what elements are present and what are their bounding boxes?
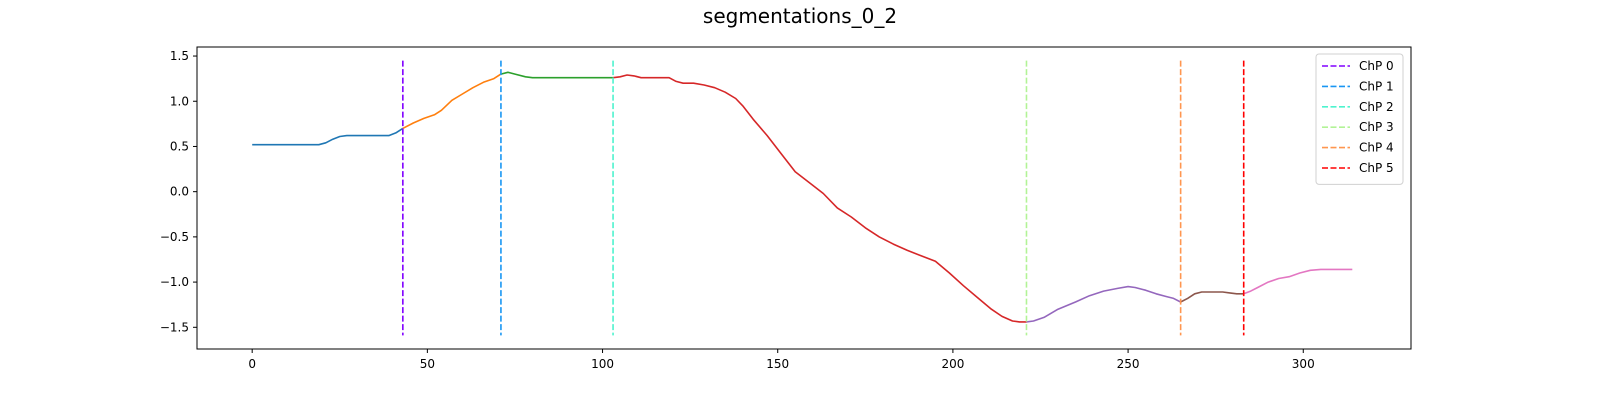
legend-label: ChP 3	[1359, 120, 1394, 134]
y-tick-label: −1.0	[160, 275, 189, 289]
series-line-segment-3	[612, 74, 1027, 323]
plot-frame	[196, 46, 1412, 350]
x-tick-label: 200	[941, 357, 964, 371]
legend-label: ChP 5	[1359, 161, 1394, 175]
series-line-segment-6	[1243, 268, 1353, 295]
series-line-segment-0	[252, 127, 404, 146]
x-tick-label: 50	[420, 357, 435, 371]
legend: ChP 0 ChP 1 ChP 2 ChP 3 ChP 4 ChP 5	[1315, 53, 1404, 185]
x-tick-label: 150	[766, 357, 789, 371]
series-line-segment-1	[402, 73, 502, 130]
x-axis: 0 50 100 150 200 250 300	[248, 349, 1315, 371]
x-tick-label: 250	[1117, 357, 1140, 371]
y-axis: 1.5 1.0 0.5 0.0 −0.5 −1.0 −1.5	[160, 49, 197, 334]
changepoint-layer	[402, 60, 1245, 336]
axes-frame	[196, 46, 1412, 350]
y-tick-label: 0.0	[170, 185, 189, 199]
chart-title: segmentations_0_2	[702, 4, 898, 28]
legend-label: ChP 2	[1359, 100, 1394, 114]
y-tick-label: 0.5	[170, 139, 189, 153]
x-tick-label: 0	[248, 357, 256, 371]
y-tick-label: 1.5	[170, 49, 189, 63]
series-line-segment-5	[1180, 291, 1244, 303]
series-line-segment-2	[500, 71, 614, 79]
y-tick-label: 1.0	[170, 94, 189, 108]
legend-label: ChP 4	[1359, 141, 1394, 155]
x-tick-label: 100	[591, 357, 614, 371]
y-tick-label: −1.5	[160, 320, 189, 334]
legend-label: ChP 1	[1359, 79, 1394, 93]
y-tick-label: −0.5	[160, 230, 189, 244]
legend-label: ChP 0	[1359, 59, 1394, 73]
series-line-segment-4	[1026, 285, 1181, 323]
legend-box	[1315, 53, 1404, 185]
x-tick-label: 300	[1292, 357, 1315, 371]
series-layer	[252, 71, 1353, 323]
